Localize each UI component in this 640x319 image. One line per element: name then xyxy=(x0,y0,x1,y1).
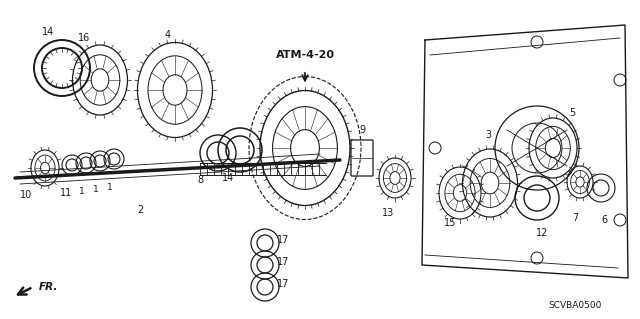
Text: 5: 5 xyxy=(569,108,575,118)
Text: 15: 15 xyxy=(444,218,456,228)
Text: 8: 8 xyxy=(197,175,203,185)
Text: 3: 3 xyxy=(485,130,491,140)
Text: 1: 1 xyxy=(107,183,113,192)
Text: 2: 2 xyxy=(137,205,143,215)
Text: FR.: FR. xyxy=(39,282,58,292)
Text: 16: 16 xyxy=(78,33,90,43)
Text: 9: 9 xyxy=(359,125,365,135)
Text: 1: 1 xyxy=(93,186,99,195)
Text: 1: 1 xyxy=(79,188,85,197)
Text: 14: 14 xyxy=(42,27,54,37)
Text: 13: 13 xyxy=(382,208,394,218)
Text: 17: 17 xyxy=(277,279,289,289)
Text: 14: 14 xyxy=(222,173,234,183)
Text: 11: 11 xyxy=(60,188,72,198)
Text: 6: 6 xyxy=(601,215,607,225)
Text: 17: 17 xyxy=(277,235,289,245)
Text: 12: 12 xyxy=(536,228,548,238)
Text: 4: 4 xyxy=(165,30,171,40)
Text: 17: 17 xyxy=(277,257,289,267)
Text: ATM-4-20: ATM-4-20 xyxy=(275,50,335,60)
Text: 10: 10 xyxy=(20,190,32,200)
Text: 7: 7 xyxy=(572,213,578,223)
Text: SCVBA0500: SCVBA0500 xyxy=(548,300,602,309)
